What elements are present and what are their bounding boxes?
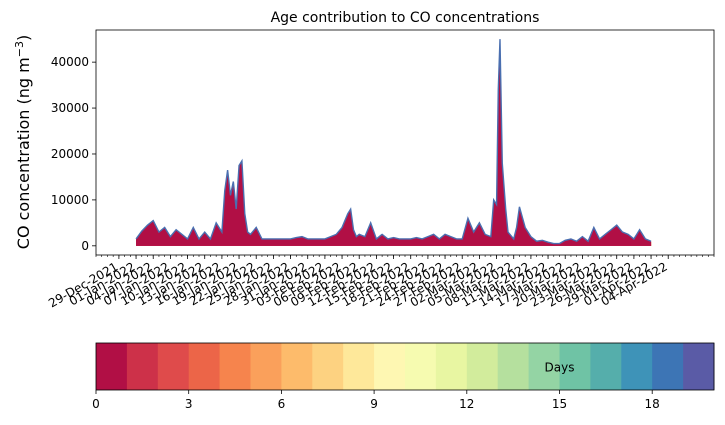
colorbar-bin-8 [343,343,375,390]
colorbar-bin-19 [683,343,715,390]
age-band-0 [136,39,652,246]
y-axis-label: CO concentration (ng m−3) [13,35,33,249]
age-band-11 [136,113,652,246]
x-axis: 29-Dec-202101-Jan-202204-Jan-202207-Jan-… [46,255,715,310]
age-band-2 [136,43,652,246]
age-band-6 [136,65,652,246]
colorbar-bin-11 [435,343,468,390]
colorbar-bin-17 [621,343,653,390]
y-tick-label: 0 [81,239,89,253]
colorbar: 0 3 6 9 12 15 18 Days [92,342,715,411]
age-band-8 [136,82,652,246]
colorbar-bin-10 [405,343,437,390]
colorbar-bin-4 [219,343,251,390]
age-band-5 [136,58,652,246]
y-tick-label: 20000 [51,147,89,161]
total-concentration-line [135,39,652,245]
colorbar-tick-label: 9 [370,397,378,411]
age-band-4 [136,52,652,246]
colorbar-bin-2 [157,343,190,390]
colorbar-bin-15 [559,343,591,390]
colorbar-bin-3 [188,343,221,390]
colorbar-bin-12 [466,343,499,390]
colorbar-frame [95,342,715,391]
colorbar-tick-label: 18 [645,397,660,411]
age-band-1 [136,40,652,246]
colorbar-tick-label: 12 [459,397,474,411]
colorbar-bin-13 [497,343,530,390]
plot-area [135,39,652,246]
age-band-10 [136,102,652,246]
colorbar-tick-label: 15 [552,397,567,411]
plot-frame [95,29,715,256]
chart-title: Age contribution to CO concentrations [271,10,540,26]
age-band-12 [136,125,652,246]
y-tick-label: 30000 [51,101,89,115]
age-band-3 [136,47,652,246]
colorbar-tick-label: 6 [278,397,286,411]
colorbar-bin-16 [590,343,622,390]
y-tick-label: 40000 [51,55,89,69]
age-band-9 [136,92,652,246]
colorbar-bin-1 [126,343,159,390]
age-band-7 [136,73,652,246]
colorbar-bin-0 [96,343,128,390]
y-tick-label: 10000 [51,193,89,207]
colorbar-label: Days [545,361,575,375]
colorbar-bin-7 [312,343,344,390]
colorbar-bin-14 [528,343,560,390]
colorbar-bin-6 [281,343,313,390]
colorbar-bin-18 [652,343,684,390]
colorbar-tick-label: 0 [92,397,100,411]
y-axis: 0 10000 20000 30000 40000 [51,55,96,253]
colorbar-tick-label: 3 [185,397,193,411]
colorbar-bin-9 [374,343,406,390]
colorbar-bin-5 [250,343,282,390]
